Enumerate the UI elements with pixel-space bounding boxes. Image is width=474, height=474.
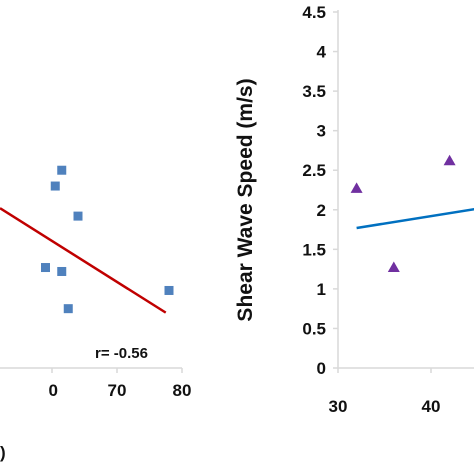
left-data-point <box>57 165 67 175</box>
left-data-point <box>73 211 83 221</box>
right-y-tick-label: 4 <box>317 43 327 62</box>
right-y-tick-label: 4.5 <box>302 3 326 22</box>
right-y-tick-label: 2 <box>317 201 326 220</box>
left-x-axis-label: ) <box>0 443 6 462</box>
right-chart: 0 0.5 1 1.5 2 2.5 3 3.5 4 4.5 30 40 Shear Wave Spe… <box>234 3 474 416</box>
right-y-tick-label: 2.5 <box>302 161 326 180</box>
left-data-point <box>41 263 50 273</box>
left-trendline <box>0 207 167 314</box>
right-y-tick-label: 0 <box>317 359 326 378</box>
right-y-tick-label: 0.5 <box>302 319 326 338</box>
right-y-tick-label: 1 <box>317 280 326 299</box>
right-y-tick-label: 1.5 <box>302 240 326 259</box>
right-x-tick-label: 40 <box>422 397 441 416</box>
correlation-annotation: r= -0.56 <box>95 345 148 362</box>
left-x-tick-label: 80 <box>173 381 192 400</box>
left-x-tick-label: 0 <box>49 381 58 400</box>
right-data-point <box>443 154 456 166</box>
left-chart: 0 70 80 ) r= -0.56 <box>0 165 192 462</box>
left-data-point <box>50 181 60 191</box>
left-x-tick-label: 70 <box>108 381 127 400</box>
right-y-tick-label: 3.5 <box>302 82 326 101</box>
right-data-point <box>350 182 363 193</box>
right-y-tick-label: 3 <box>317 122 326 141</box>
right-y-axis-label: Shear Wave Speed (m/s) <box>234 78 257 321</box>
left-data-point <box>164 285 174 295</box>
right-trendline <box>356 207 474 230</box>
right-x-tick-label: 30 <box>329 397 348 416</box>
left-data-point <box>63 304 73 314</box>
left-data-point <box>57 266 67 276</box>
right-data-point <box>387 261 400 273</box>
